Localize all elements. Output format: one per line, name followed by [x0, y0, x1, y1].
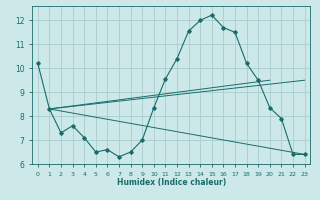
- X-axis label: Humidex (Indice chaleur): Humidex (Indice chaleur): [116, 178, 226, 187]
